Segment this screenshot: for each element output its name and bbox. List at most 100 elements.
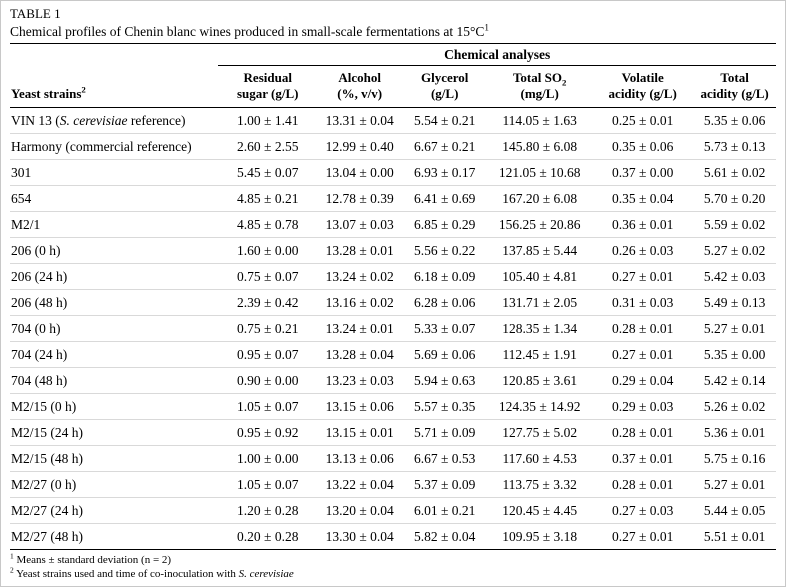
yeast-strain-cell: M2/15 (48 h): [10, 445, 219, 472]
value-cell: 0.28 ± 0.01: [592, 471, 694, 498]
yeast-strain-cell: 301: [10, 159, 219, 186]
value-cell: 121.05 ± 10.68: [487, 159, 593, 186]
value-cell: 5.73 ± 0.13: [693, 133, 776, 160]
value-cell: 0.37 ± 0.00: [592, 159, 694, 186]
value-cell: 5.45 ± 0.07: [218, 159, 318, 186]
value-cell: 5.75 ± 0.16: [693, 445, 776, 472]
value-cell: 0.75 ± 0.21: [218, 315, 318, 342]
yeast-strain-cell: M2/27 (0 h): [10, 471, 219, 498]
value-cell: 6.01 ± 0.21: [402, 497, 488, 524]
value-cell: 13.28 ± 0.01: [317, 237, 403, 264]
value-cell: 0.28 ± 0.01: [592, 315, 694, 342]
value-cell: 0.27 ± 0.01: [592, 341, 694, 368]
value-cell: 4.85 ± 0.21: [218, 185, 318, 212]
value-cell: 12.99 ± 0.40: [317, 133, 403, 160]
value-cell: 5.82 ± 0.04: [402, 523, 488, 550]
group-header-spacer: [10, 44, 218, 66]
yeast-strain-cell: M2/27 (24 h): [10, 497, 219, 524]
value-cell: 0.20 ± 0.28: [218, 523, 318, 550]
table-row: 704 (0 h) 0.75 ± 0.21 13.24 ± 0.01 5.33 ± 0…: [10, 315, 776, 342]
so2-subscript: 2: [561, 77, 567, 88]
value-cell: 0.29 ± 0.04: [592, 367, 694, 394]
table-row: M2/1 4.85 ± 0.78 13.07 ± 0.03 6.85 ± 0.29 15…: [10, 211, 776, 238]
value-cell: 145.80 ± 6.08: [487, 133, 593, 160]
value-cell: 5.94 ± 0.63: [402, 367, 488, 394]
value-cell: 2.60 ± 2.55: [218, 133, 318, 160]
col-header-glycerol: Glycerol (g/L): [402, 65, 488, 108]
table-row: Harmony (commercial reference) 2.60 ± 2.5…: [10, 133, 776, 160]
value-cell: 109.95 ± 3.18: [487, 523, 593, 550]
value-cell: 0.95 ± 0.07: [218, 341, 318, 368]
table-row: 206 (48 h) 2.39 ± 0.42 13.16 ± 0.02 6.28 ± …: [10, 289, 776, 316]
value-cell: 0.27 ± 0.01: [592, 523, 694, 550]
caption-text: Chemical profiles of Chenin blanc wines …: [10, 24, 485, 39]
value-cell: 6.28 ± 0.06: [402, 289, 488, 316]
yeast-strain-cell: 704 (48 h): [10, 367, 219, 394]
table-row: VIN 13 (S. cerevisiae reference) 1.00 ± 1…: [10, 107, 776, 134]
value-cell: 1.20 ± 0.28: [218, 497, 318, 524]
yeast-strain-cell: VIN 13 (S. cerevisiae reference): [10, 107, 219, 134]
value-cell: 105.40 ± 4.81: [487, 263, 593, 290]
value-cell: 131.71 ± 2.05: [487, 289, 593, 316]
value-cell: 0.95 ± 0.92: [218, 419, 318, 446]
value-cell: 5.42 ± 0.14: [693, 367, 776, 394]
value-cell: 13.28 ± 0.04: [317, 341, 403, 368]
yeast-strain-cell: M2/15 (0 h): [10, 393, 219, 420]
value-cell: 5.27 ± 0.01: [693, 471, 776, 498]
value-cell: 5.71 ± 0.09: [402, 419, 488, 446]
table-row: 301 5.45 ± 0.07 13.04 ± 0.00 6.93 ± 0.17 121…: [10, 159, 776, 186]
table-body: VIN 13 (S. cerevisiae reference) 1.00 ± 1…: [10, 107, 776, 550]
value-cell: 5.70 ± 0.20: [693, 185, 776, 212]
value-cell: 13.16 ± 0.02: [317, 289, 403, 316]
value-cell: 5.56 ± 0.22: [402, 237, 488, 264]
value-cell: 0.35 ± 0.06: [592, 133, 694, 160]
yeast-strain-cell: 704 (24 h): [10, 341, 219, 368]
col-header-yeast-strains: Yeast strains2: [10, 65, 219, 108]
value-cell: 0.27 ± 0.03: [592, 497, 694, 524]
value-cell: 0.31 ± 0.03: [592, 289, 694, 316]
value-cell: 5.61 ± 0.02: [693, 159, 776, 186]
value-cell: 0.37 ± 0.01: [592, 445, 694, 472]
value-cell: 6.93 ± 0.17: [402, 159, 488, 186]
value-cell: 13.24 ± 0.01: [317, 315, 403, 342]
value-cell: 137.85 ± 5.44: [487, 237, 593, 264]
value-cell: 1.05 ± 0.07: [218, 393, 318, 420]
value-cell: 13.22 ± 0.04: [317, 471, 403, 498]
value-cell: 6.18 ± 0.09: [402, 263, 488, 290]
yeast-strain-cell: Harmony (commercial reference): [10, 133, 219, 160]
value-cell: 0.26 ± 0.03: [592, 237, 694, 264]
chemical-profiles-table: Chemical analyses Yeast strains2 Residua…: [10, 43, 776, 550]
table-caption: Chemical profiles of Chenin blanc wines …: [10, 23, 776, 40]
value-cell: 13.24 ± 0.02: [317, 263, 403, 290]
value-cell: 0.35 ± 0.04: [592, 185, 694, 212]
value-cell: 124.35 ± 14.92: [487, 393, 593, 420]
value-cell: 13.20 ± 0.04: [317, 497, 403, 524]
value-cell: 0.29 ± 0.03: [592, 393, 694, 420]
value-cell: 113.75 ± 3.32: [487, 471, 593, 498]
value-cell: 5.27 ± 0.02: [693, 237, 776, 264]
yeast-strain-cell: M2/1: [10, 211, 219, 238]
table-row: M2/15 (0 h) 1.05 ± 0.07 13.15 ± 0.06 5.57 ±…: [10, 393, 776, 420]
value-cell: 120.85 ± 3.61: [487, 367, 593, 394]
value-cell: 6.67 ± 0.21: [402, 133, 488, 160]
table-row: 654 4.85 ± 0.21 12.78 ± 0.39 6.41 ± 0.69 167…: [10, 185, 776, 212]
value-cell: 5.44 ± 0.05: [693, 497, 776, 524]
value-cell: 0.36 ± 0.01: [592, 211, 694, 238]
value-cell: 0.27 ± 0.01: [592, 263, 694, 290]
value-cell: 112.45 ± 1.91: [487, 341, 593, 368]
footnote-1-marker: 1: [10, 551, 14, 561]
value-cell: 2.39 ± 0.42: [218, 289, 318, 316]
value-cell: 13.15 ± 0.06: [317, 393, 403, 420]
group-header-row: Chemical analyses: [10, 43, 776, 66]
yeast-strain-cell: M2/27 (48 h): [10, 523, 219, 550]
value-cell: 5.57 ± 0.35: [402, 393, 488, 420]
value-cell: 5.54 ± 0.21: [402, 107, 488, 134]
footnote-2: 2 Yeast strains used and time of co-inoc…: [10, 566, 776, 581]
value-cell: 167.20 ± 6.08: [487, 185, 593, 212]
value-cell: 6.85 ± 0.29: [402, 211, 488, 238]
table-row: 704 (48 h) 0.90 ± 0.00 13.23 ± 0.03 5.94 ± …: [10, 367, 776, 394]
value-cell: 6.41 ± 0.69: [402, 185, 488, 212]
table-row: M2/15 (24 h) 0.95 ± 0.92 13.15 ± 0.01 5.71 …: [10, 419, 776, 446]
table-label: TABLE 1: [10, 6, 61, 21]
